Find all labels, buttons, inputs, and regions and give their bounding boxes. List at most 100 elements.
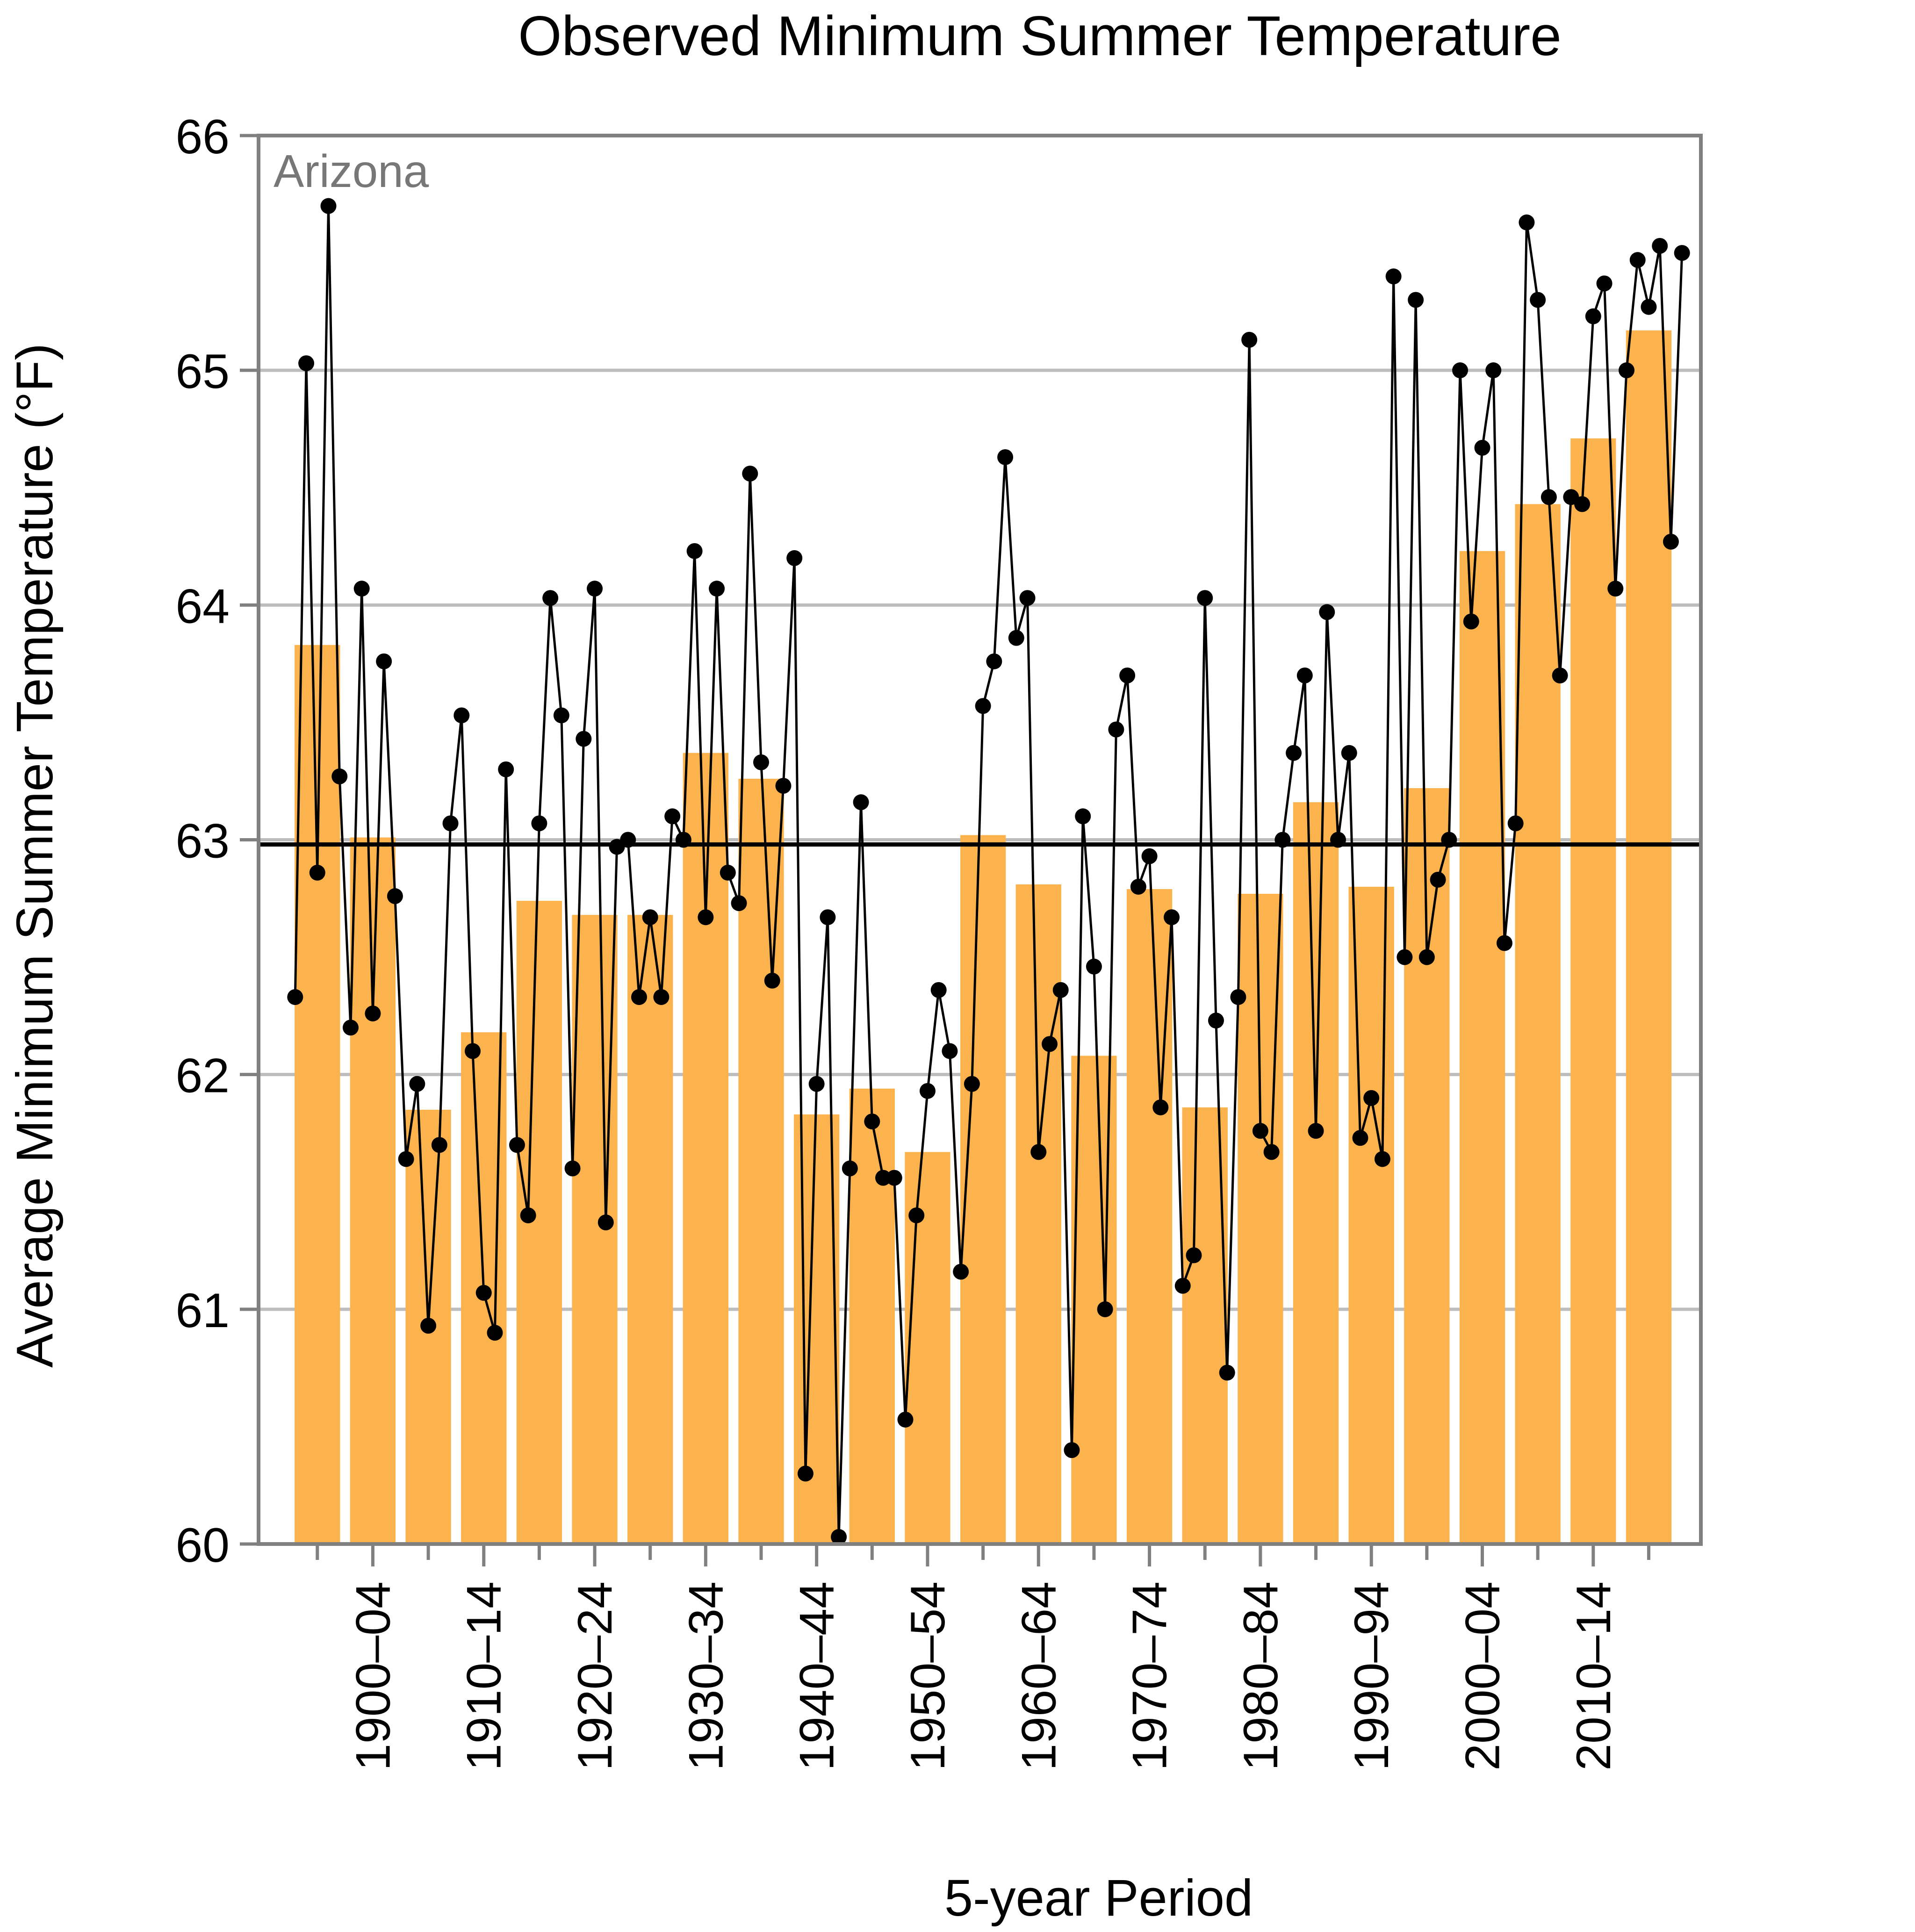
point-1975	[1174, 1278, 1191, 1294]
point-1920	[564, 1160, 581, 1177]
point-1943	[820, 909, 836, 926]
point-1919	[553, 707, 569, 724]
point-1904	[387, 888, 403, 905]
bar-2015–19	[1626, 330, 1672, 1544]
point-1917	[531, 815, 547, 832]
point-1941	[797, 1465, 814, 1482]
point-1986	[1296, 667, 1313, 683]
annual-series	[287, 198, 1690, 1545]
point-1937	[753, 754, 770, 770]
point-1929	[664, 808, 681, 825]
point-1970	[1119, 667, 1136, 683]
bar-2010–14	[1570, 438, 1616, 1544]
point-2018	[1652, 238, 1668, 254]
point-1993	[1374, 1151, 1390, 1167]
point-1921	[576, 731, 592, 747]
point-1974	[1164, 909, 1180, 926]
region-annotation: Arizona	[274, 145, 429, 197]
bar-1985–89	[1293, 802, 1339, 1544]
bars	[295, 330, 1672, 1544]
bar-1920–24	[572, 915, 618, 1544]
bar-1960–64	[1015, 884, 1061, 1544]
point-1964	[1052, 982, 1069, 998]
point-1967	[1086, 958, 1102, 975]
point-1930	[675, 832, 691, 848]
bar-2000–04	[1459, 551, 1505, 1544]
point-2007	[1530, 292, 1546, 308]
point-1898	[320, 198, 337, 214]
point-1962	[1030, 1144, 1047, 1160]
point-1946	[853, 794, 869, 811]
point-2002	[1474, 439, 1490, 456]
point-1956	[964, 1076, 980, 1092]
point-1984	[1274, 832, 1291, 848]
point-1983	[1263, 1144, 1280, 1160]
point-2019	[1663, 533, 1679, 550]
point-1914	[498, 761, 514, 777]
point-1948	[875, 1170, 892, 1186]
point-1966	[1075, 808, 1091, 825]
point-1969	[1108, 721, 1124, 738]
point-2000	[1452, 362, 1469, 379]
bar-1895–99	[295, 645, 340, 1544]
point-1915	[509, 1137, 525, 1153]
y-tick-label-66: 66	[175, 110, 230, 164]
point-1902	[365, 1006, 381, 1022]
point-1942	[808, 1076, 825, 1092]
point-1900	[342, 1020, 359, 1036]
point-1928	[653, 989, 670, 1005]
point-1998	[1430, 871, 1446, 888]
point-1985	[1286, 745, 1302, 761]
point-1951	[908, 1207, 925, 1223]
point-2013	[1596, 275, 1613, 292]
point-2005	[1507, 815, 1524, 832]
point-1997	[1418, 949, 1435, 965]
y-tick-label-61: 61	[175, 1284, 230, 1338]
point-2004	[1496, 935, 1512, 951]
bar-1980–84	[1238, 893, 1283, 1544]
point-1968	[1097, 1301, 1113, 1317]
point-1972	[1141, 848, 1158, 864]
point-1976	[1186, 1247, 1202, 1264]
point-1981	[1241, 331, 1258, 348]
point-2015	[1619, 362, 1635, 379]
point-1990	[1341, 745, 1357, 761]
point-1922	[587, 581, 603, 597]
point-1938	[764, 972, 780, 989]
point-1949	[886, 1170, 902, 1186]
bar-1925–29	[627, 915, 673, 1544]
point-2009	[1552, 667, 1568, 683]
point-1987	[1308, 1123, 1324, 1139]
point-1963	[1042, 1036, 1058, 1052]
point-1899	[331, 768, 348, 784]
x-tick-label-1920–24: 1920–24	[568, 1581, 622, 1771]
point-1955	[953, 1264, 969, 1280]
point-1965	[1064, 1442, 1080, 1458]
x-tick-label-1970–74: 1970–74	[1123, 1581, 1177, 1771]
point-1895	[287, 989, 303, 1005]
point-1906	[409, 1076, 425, 1092]
point-1896	[298, 355, 315, 372]
point-1932	[698, 909, 714, 926]
point-1903	[376, 653, 392, 669]
point-1982	[1252, 1123, 1268, 1139]
x-tick-label-1990–94: 1990–94	[1345, 1581, 1399, 1771]
point-2003	[1485, 362, 1502, 379]
x-tick-label-1950–54: 1950–54	[901, 1581, 955, 1771]
point-1933	[709, 581, 725, 597]
bar-1915–19	[516, 901, 562, 1544]
point-1935	[731, 895, 747, 912]
point-1934	[720, 864, 736, 881]
y-tick-label-65: 65	[175, 345, 230, 399]
point-1960	[1008, 630, 1024, 646]
point-1916	[520, 1207, 536, 1223]
point-1995	[1397, 949, 1413, 965]
point-2006	[1519, 214, 1535, 230]
y-tick-label-60: 60	[175, 1518, 230, 1573]
point-1905	[398, 1151, 414, 1167]
x-axis-label: 5-year Period	[944, 1869, 1253, 1927]
point-1950	[897, 1411, 914, 1428]
x-tick-label-2000–04: 2000–04	[1456, 1581, 1510, 1771]
x-tick-label-1930–34: 1930–34	[679, 1581, 733, 1771]
